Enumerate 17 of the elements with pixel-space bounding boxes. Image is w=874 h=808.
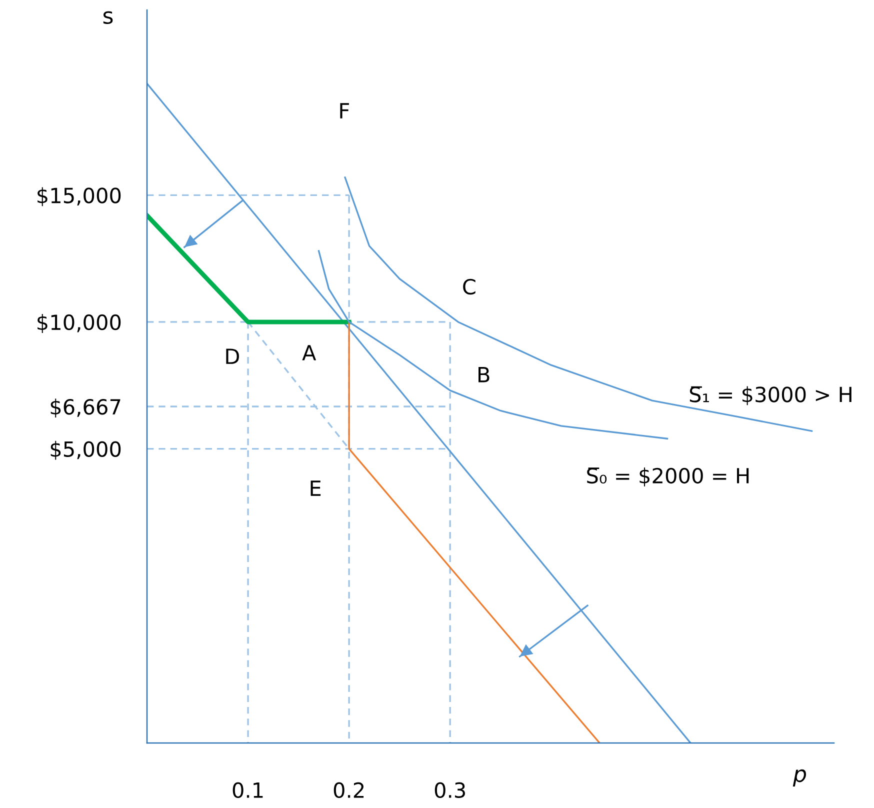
annotation: E xyxy=(310,480,321,496)
y-tick-label: $15,000 xyxy=(38,187,121,206)
series-label: S̅₀ = $2000 = H xyxy=(587,467,749,486)
x-tick-label: 0.3 xyxy=(434,782,465,798)
x-tick-label: 0.2 xyxy=(334,782,364,798)
annotation: F xyxy=(340,103,349,118)
series-label: S̅₁ = $3000 > H xyxy=(690,386,852,406)
y-axis-title: s xyxy=(103,11,113,24)
annotation: B xyxy=(478,367,490,382)
x-axis-title: p xyxy=(792,769,806,786)
y-tick-label: $5,000 xyxy=(50,440,121,460)
y-tick-label: $6,667 xyxy=(50,398,120,418)
annotation: D xyxy=(226,348,239,364)
x-tick-label: 0.1 xyxy=(232,782,263,798)
annotation: A xyxy=(302,345,316,360)
annotation: C xyxy=(463,278,476,295)
y-tick-label: $10,000 xyxy=(38,314,121,333)
